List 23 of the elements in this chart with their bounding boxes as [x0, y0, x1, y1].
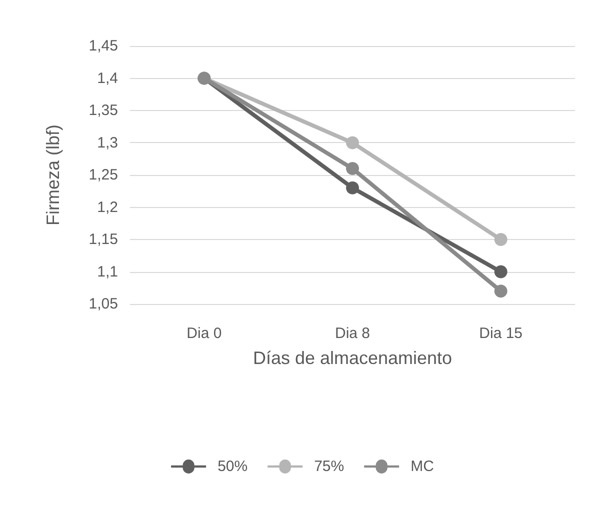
x-tick-label: Dia 15 — [479, 325, 523, 342]
y-tick-label: 1,25 — [88, 166, 118, 184]
legend-label: 75% — [314, 458, 344, 475]
y-axis-title: Firmeza (lbf) — [43, 124, 63, 226]
legend-label: 50% — [218, 458, 248, 475]
legend-label: MC — [410, 458, 434, 475]
y-tick-label: 1,15 — [88, 231, 118, 248]
y-tick-label: 1,3 — [97, 134, 118, 152]
point — [346, 162, 359, 176]
point — [346, 136, 359, 150]
y-tick-label: 1,45 — [88, 38, 118, 54]
point — [346, 181, 359, 194]
y-tick-label: 1,05 — [88, 296, 118, 312]
x-tick-label: Dia 8 — [334, 325, 370, 342]
point — [494, 284, 508, 298]
x-tick-label: Dia 0 — [186, 325, 222, 342]
point — [494, 265, 508, 278]
y-tick-label: 1,2 — [97, 198, 118, 216]
x-axis-title: Días de almacenamiento — [252, 348, 452, 368]
y-tick-label: 1,1 — [97, 263, 118, 280]
y-tick-label: 1,4 — [97, 70, 118, 87]
point — [494, 233, 508, 246]
y-tick-label: 1,35 — [88, 102, 118, 119]
